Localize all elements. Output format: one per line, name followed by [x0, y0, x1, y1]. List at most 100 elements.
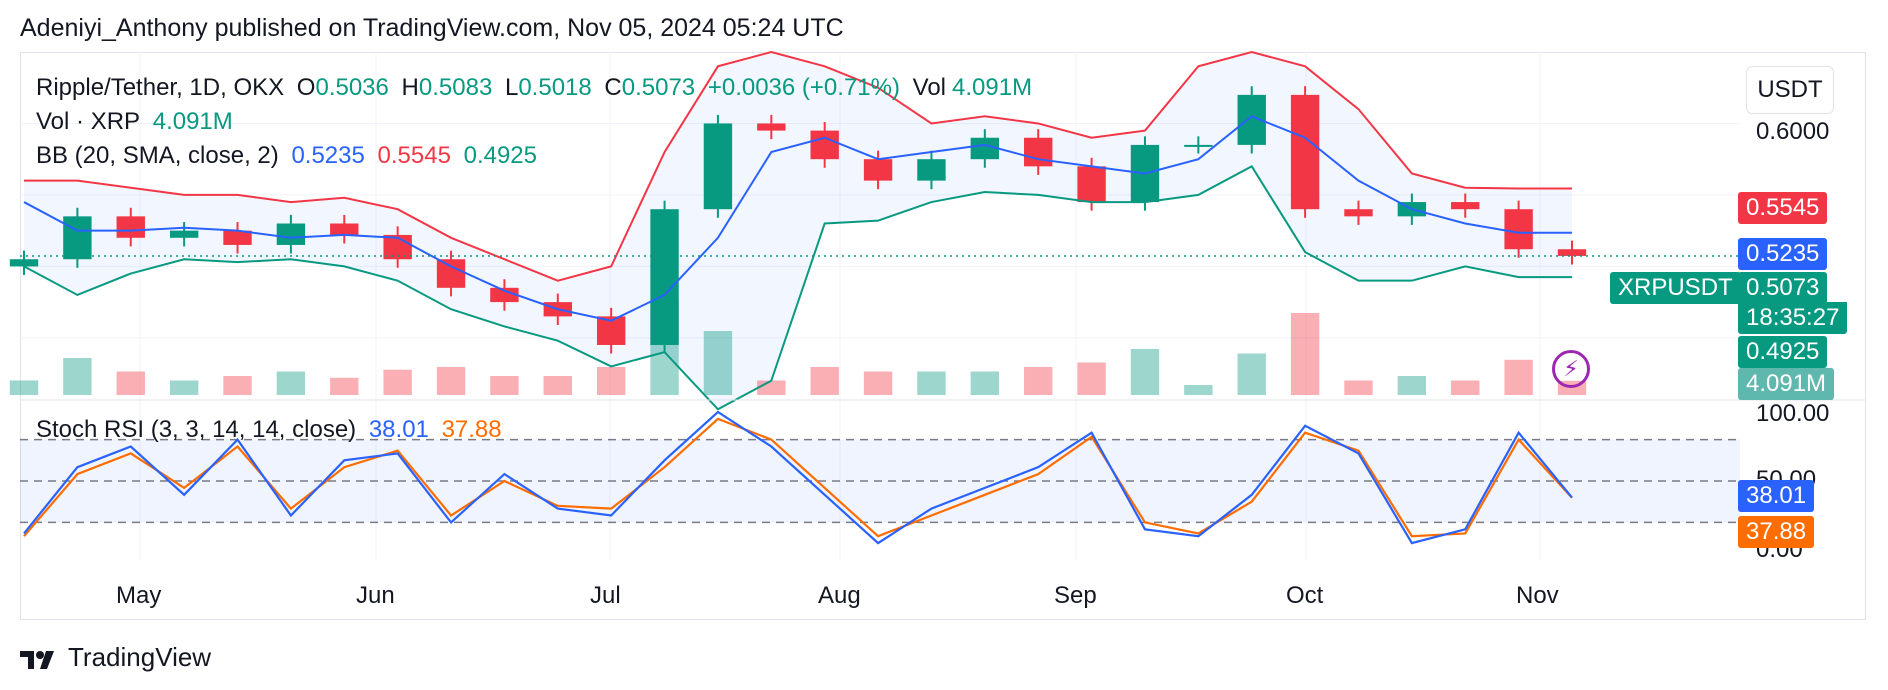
volume-label[interactable]: Vol · XRP — [36, 108, 141, 135]
candle-body-13 — [703, 123, 733, 210]
legend-vol: 4.091M — [952, 74, 1033, 101]
volume-bar-22 — [1184, 385, 1213, 395]
legend-change: +0.0036 (+0.71%) — [707, 74, 900, 101]
legend-bb: BB (20, SMA, close, 2) 0.5235 0.5545 0.4… — [36, 142, 543, 170]
candle-body-28 — [1504, 209, 1533, 250]
time-label-may: May — [116, 582, 162, 609]
legend-stoch: Stoch RSI (3, 3, 14, 14, close) 38.01 37… — [36, 416, 508, 444]
volume-bars — [9, 299, 1587, 395]
candle-body-7 — [383, 234, 412, 260]
bb-basis-tag: 0.5235 — [1738, 238, 1828, 270]
stoch-k-line — [23, 410, 1573, 545]
price-tick-0600: 0.6000 — [1756, 118, 1830, 145]
volume-bar-25 — [1344, 380, 1373, 395]
volume-bar-8 — [436, 367, 466, 395]
symbol-tag: XRPUSDT — [1610, 272, 1741, 304]
legend-open: 0.5036 — [315, 74, 389, 101]
time-label-jul: Jul — [590, 582, 621, 609]
volume-bar-21 — [1130, 349, 1160, 395]
time-label-sep: Sep — [1054, 582, 1097, 609]
volume-bar-18 — [970, 371, 1000, 395]
volume-bar-7 — [383, 369, 412, 395]
candle-body-12 — [650, 209, 679, 345]
candle-body-1 — [63, 216, 92, 260]
bb-band-area — [24, 52, 1572, 410]
candle-body-5 — [276, 223, 306, 245]
candle-body-29 — [1557, 249, 1587, 256]
volume-bar-6 — [330, 377, 359, 395]
stoch-k-value: 38.01 — [368, 416, 429, 443]
legend-h-label: H — [401, 74, 419, 101]
stoch-d-value: 37.88 — [441, 416, 502, 443]
volume-bar-24 — [1290, 313, 1320, 395]
volume-bar-17 — [917, 371, 946, 395]
bb-lower-value: 0.4925 — [463, 142, 537, 169]
candle-body-24 — [1290, 94, 1320, 210]
candle-body-25 — [1344, 209, 1373, 217]
candle-body-6 — [330, 223, 359, 235]
bb-lower-line — [23, 165, 1572, 411]
stoch-rsi-pane — [20, 410, 1740, 545]
candle-body-0 — [9, 259, 39, 267]
legend-symbol[interactable]: Ripple/Tether, 1D, OKX — [36, 74, 285, 101]
candle-body-16 — [863, 159, 893, 181]
candle-body-14 — [757, 123, 786, 131]
volume-bar-3 — [169, 380, 199, 395]
volume-bar-13 — [703, 331, 733, 395]
volume-bar-4 — [223, 376, 252, 395]
bb-upper-value: 0.5545 — [377, 142, 451, 169]
volume-bar-15 — [810, 367, 839, 395]
candle-body-19 — [1024, 137, 1053, 167]
time-label-oct: Oct — [1286, 582, 1324, 609]
publisher-line: Adeniyi_Anthony published on TradingView… — [20, 14, 844, 42]
stoch-tick-100: 100.00 — [1756, 400, 1830, 427]
time-label-nov: Nov — [1516, 582, 1559, 609]
volume-bar-9 — [490, 376, 519, 395]
volume-bar-0 — [9, 380, 39, 395]
time-label-jun: Jun — [356, 582, 395, 609]
volume-bar-23 — [1237, 353, 1266, 395]
stoch-d-tag: 37.88 — [1738, 516, 1815, 548]
bb-label[interactable]: BB (20, SMA, close, 2) — [36, 142, 279, 169]
volume-bar-28 — [1504, 359, 1533, 395]
candle-body-3 — [169, 230, 199, 238]
footer-brand[interactable]: TradingView — [20, 642, 211, 673]
candle-body-22 — [1184, 144, 1213, 147]
countdown-tag: 18:35:27 — [1738, 302, 1848, 334]
legend-l-label: L — [504, 74, 519, 101]
candle-body-2 — [116, 216, 145, 238]
bb-basis-line — [23, 115, 1572, 322]
legend-c-label: C — [604, 74, 622, 101]
legend-ohlc: Ripple/Tether, 1D, OKX O0.5036 H0.5083 L… — [36, 74, 1038, 102]
legend-low: 0.5018 — [518, 74, 592, 101]
volume-bar-2 — [116, 371, 145, 395]
time-label-aug: Aug — [818, 582, 861, 609]
chart-frame — [20, 52, 1866, 620]
stoch-d-line — [23, 417, 1573, 538]
candle-body-20 — [1077, 166, 1106, 203]
volume-bar-19 — [1024, 367, 1053, 395]
volume-bar-14 — [757, 380, 786, 395]
legend-o-label: O — [296, 74, 316, 101]
volume-bar-16 — [863, 371, 893, 395]
candle-body-27 — [1451, 202, 1480, 210]
volume-bar-11 — [596, 367, 626, 395]
legend-vol-label: Vol — [912, 74, 947, 101]
stoch-label[interactable]: Stoch RSI (3, 3, 14, 14, close) — [36, 416, 357, 443]
candle-body-8 — [436, 259, 466, 288]
volume-bar-27 — [1451, 380, 1480, 395]
candle-body-17 — [917, 159, 946, 181]
currency-button[interactable]: USDT — [1746, 66, 1834, 114]
candle-body-4 — [223, 230, 252, 245]
lightning-icon[interactable]: ⚡ — [1552, 350, 1590, 388]
tradingview-logo-icon — [20, 647, 60, 669]
volume-tag: 4.091M — [1738, 368, 1835, 400]
brand-name: TradingView — [68, 642, 212, 672]
bb-basis-value: 0.5235 — [291, 142, 365, 169]
volume-bar-1 — [63, 358, 92, 395]
volume-bar-26 — [1397, 376, 1427, 395]
bb-upper-line — [24, 50, 1572, 282]
bb-lower-tag: 0.4925 — [1738, 336, 1828, 368]
legend-close: 0.5073 — [621, 74, 696, 101]
